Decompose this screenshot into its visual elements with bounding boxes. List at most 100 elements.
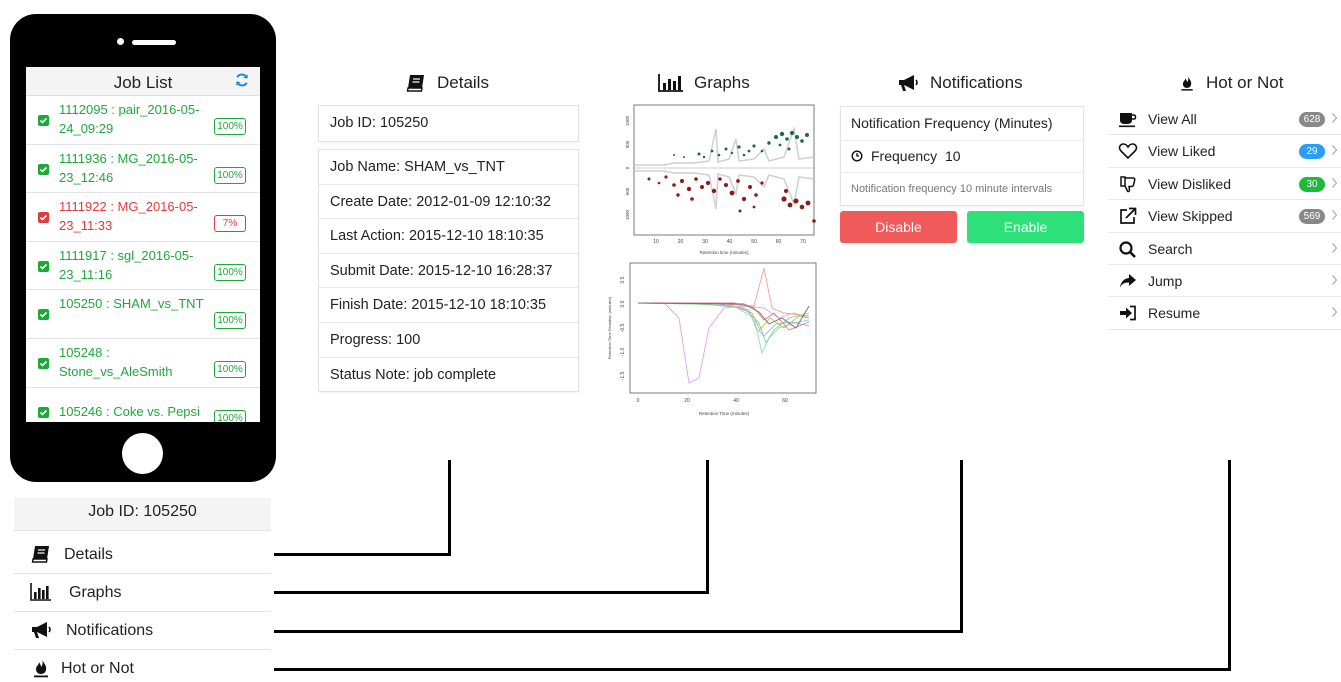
- phone-camera: [117, 38, 124, 45]
- notification-card: Notification Frequency (Minutes) Frequen…: [840, 106, 1084, 206]
- hot-or-not-list: View All 628 View Liked 29 View Disliked 30 Vi…: [1108, 103, 1341, 330]
- checkbox-checked-icon[interactable]: [38, 357, 49, 369]
- details-row: Job Name: SHAM_vs_TNT: [319, 150, 578, 185]
- hot-item-label: Search: [1148, 240, 1193, 257]
- checkbox-checked-icon[interactable]: [38, 115, 49, 126]
- job-name: 1111922 : MG_2016-05-23_11:33: [59, 199, 198, 234]
- disable-button[interactable]: Disable: [840, 211, 957, 243]
- notification-note: Notification frequency 10 minute interva…: [851, 183, 1053, 195]
- hot-item-label: View Liked: [1148, 143, 1216, 160]
- job-progress-badge: 100%: [214, 263, 246, 281]
- tick-label: 1000: [625, 209, 630, 220]
- checkbox-checked-icon[interactable]: [38, 163, 49, 175]
- checkbox-checked-icon[interactable]: [38, 309, 49, 321]
- checkbox-error-icon[interactable]: [38, 212, 49, 224]
- details-row: Last Action: 2015-12-10 18:10:35: [319, 219, 578, 254]
- connector-notifications-h: [274, 630, 963, 633]
- details-header-label: Details: [437, 73, 489, 92]
- refresh-icon[interactable]: [234, 72, 250, 88]
- tick-label: -1.5: [620, 371, 626, 380]
- connector-details-h: [274, 553, 451, 556]
- job-list-item[interactable]: 105248 : Stone_vs_AleSmith 100%: [26, 339, 260, 388]
- heart-icon: [1118, 143, 1138, 160]
- enable-button[interactable]: Enable: [967, 211, 1084, 243]
- job-name: 105248 : Stone_vs_AleSmith: [59, 344, 173, 379]
- details-job-id: Job ID: 105250: [330, 115, 429, 131]
- tick-label: 40: [727, 239, 733, 245]
- hot-item-view-disliked[interactable]: View Disliked 30: [1108, 168, 1341, 201]
- job-list-item[interactable]: 1112095 : pair_2016-05-24_09:29 100%: [26, 96, 260, 145]
- job-list-item[interactable]: 1111917 : sgl_2016-05-23_11:16 100%: [26, 242, 260, 291]
- tick-label: 50: [751, 239, 757, 245]
- job-progress-badge: 100%: [214, 166, 246, 184]
- details-card: Job Name: SHAM_vs_TNT Create Date: 2012-0…: [318, 149, 579, 392]
- share-arrow-icon: [1120, 273, 1136, 288]
- tick-label: 20: [678, 239, 684, 245]
- count-badge: 29: [1299, 144, 1325, 160]
- hot-item-search[interactable]: Search: [1108, 233, 1341, 265]
- connector-graphs: [706, 460, 709, 594]
- job-progress-badge: 100%: [214, 312, 246, 330]
- checkbox-checked-icon[interactable]: [38, 260, 49, 272]
- job-progress-badge: 100%: [214, 360, 246, 378]
- menu-item-graphs[interactable]: Graphs: [14, 574, 271, 612]
- details-row: Progress: 100: [319, 323, 578, 358]
- frequency-label: Frequency: [871, 148, 938, 164]
- details-row: Finish Date: 2015-12-10 18:10:35: [319, 288, 578, 323]
- details-header: Details: [405, 68, 489, 98]
- hot-item-view-liked[interactable]: View Liked 29: [1108, 135, 1341, 168]
- book-icon: [31, 546, 49, 563]
- details-row: Status Note: job complete: [330, 366, 497, 383]
- menu-item-label: Notifications: [66, 622, 154, 639]
- megaphone-icon: [32, 622, 51, 638]
- fire-icon: [34, 659, 48, 678]
- menu-item-details[interactable]: Details: [14, 536, 271, 574]
- search-icon: [1119, 240, 1136, 258]
- chevron-right-icon: [1332, 145, 1338, 156]
- coffee-cup-icon: [1119, 113, 1137, 128]
- hot-item-label: View Skipped: [1148, 208, 1233, 225]
- tick-label: 0: [625, 166, 630, 169]
- plot2-ylabel: Retention Time Deviation (minutes): [607, 296, 612, 359]
- job-name: 1111917 : sgl_2016-05-23_11:16: [59, 247, 194, 282]
- job-list-item[interactable]: 105246 : Coke vs. Pepsi 100%: [26, 388, 260, 422]
- checkbox-checked-icon[interactable]: [38, 406, 49, 418]
- tick-label: 500: [625, 140, 630, 148]
- job-progress-badge: 7%: [214, 215, 246, 233]
- retention-time-plot[interactable]: 1000 500 0 500 1000 10 20 30 40 50 60 70 Retention…: [604, 99, 820, 257]
- hot-item-view-skipped[interactable]: View Skipped 569: [1108, 200, 1341, 233]
- hot-item-view-all[interactable]: View All 628: [1108, 103, 1341, 136]
- hot-item-resume[interactable]: Resume: [1108, 297, 1341, 330]
- megaphone-icon: [899, 75, 918, 91]
- details-job-id-card: Job ID: 105250: [318, 105, 579, 142]
- chevron-right-icon: [1332, 113, 1338, 123]
- hot-or-not-header: Hot or Not: [1178, 68, 1283, 98]
- tick-label: -1.0: [620, 347, 626, 356]
- hot-item-label: Resume: [1148, 305, 1201, 322]
- tick-label: 40: [733, 398, 739, 404]
- job-list-item[interactable]: 1111922 : MG_2016-05-23_11:33 7%: [26, 193, 260, 242]
- phone-home-button[interactable]: [122, 433, 163, 474]
- frequency-value: 10: [944, 148, 961, 164]
- connector-hot-or-not-h: [274, 668, 1231, 671]
- tick-label: 20: [684, 398, 690, 404]
- left-menu-job-id: Job ID: 105250: [14, 498, 271, 531]
- connector-details: [448, 460, 451, 556]
- hot-item-jump[interactable]: Jump: [1108, 265, 1341, 298]
- tick-label: 500: [625, 187, 630, 195]
- chevron-right-icon: [1332, 242, 1338, 253]
- notification-frequency-row[interactable]: Frequency 10: [841, 141, 1083, 173]
- tick-label: 0.0: [620, 300, 626, 307]
- chevron-right-icon: [1332, 275, 1338, 285]
- plot1-xlabel: Retention time (minutes): [699, 250, 749, 255]
- tick-label: 10: [653, 239, 659, 245]
- connector-hot-or-not: [1228, 460, 1231, 671]
- hot-or-not-header-label: Hot or Not: [1206, 73, 1284, 92]
- job-list-item[interactable]: 1111936 : MG_2016-05-23_12:46 100%: [26, 145, 260, 194]
- retention-deviation-plot[interactable]: 0.5 0.0 -0.5 -1.0 -1.5 0 20 40 60 Retention Tim…: [604, 258, 820, 418]
- hot-item-label: Jump: [1148, 272, 1183, 289]
- menu-item-hot-or-not[interactable]: Hot or Not: [14, 650, 271, 682]
- job-list-item[interactable]: 105250 : SHAM_vs_TNT 100%: [26, 290, 260, 339]
- menu-item-notifications[interactable]: Notifications: [14, 612, 271, 650]
- job-progress-badge: 100%: [214, 118, 246, 135]
